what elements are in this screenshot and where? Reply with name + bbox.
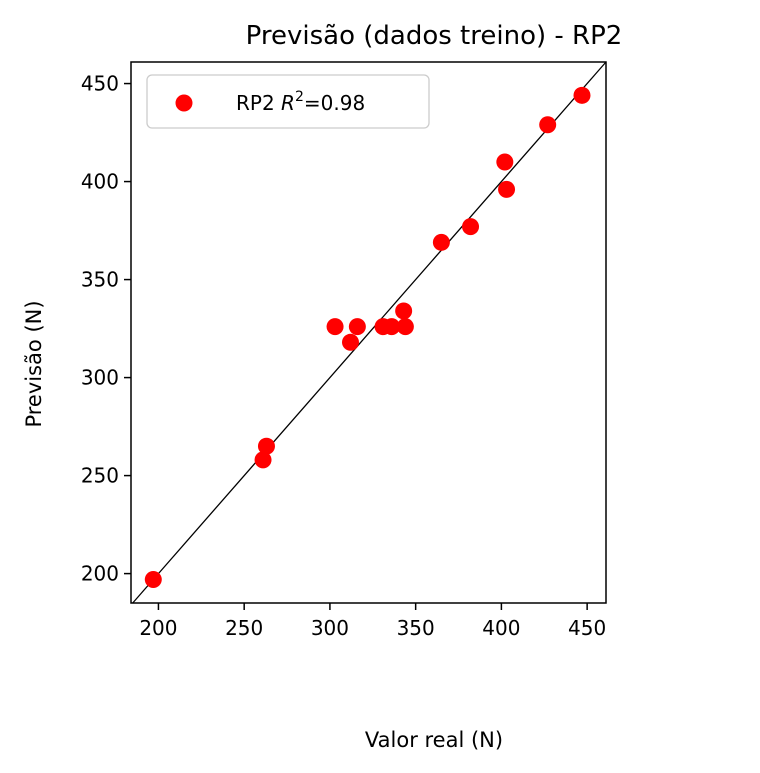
x-tick-label: 350: [397, 616, 435, 640]
x-tick-label: 450: [568, 616, 606, 640]
data-point: [144, 570, 162, 588]
data-point: [341, 333, 359, 351]
legend-r: R: [281, 91, 295, 115]
data-point: [573, 86, 591, 104]
plot-area: [130, 61, 607, 604]
data-point: [496, 153, 514, 171]
data-point: [257, 437, 275, 455]
legend-label: RP2 R2=0.98: [236, 89, 365, 115]
x-tick-label: 300: [311, 616, 349, 640]
data-point: [348, 318, 366, 336]
plot-frame: [130, 61, 607, 604]
y-tick-label: 300: [81, 366, 119, 390]
data-point: [383, 318, 401, 336]
x-axis: 200 250 300 350 400 450: [139, 603, 606, 640]
y-axis-label: Previsão (N): [22, 300, 46, 427]
legend-series-name: RP2: [236, 91, 275, 115]
data-point: [326, 318, 344, 336]
x-tick-label: 400: [482, 616, 520, 640]
data-point: [539, 116, 557, 134]
y-tick-label: 250: [81, 464, 119, 488]
data-point: [498, 180, 516, 198]
y-tick-label: 350: [81, 268, 119, 292]
x-tick-label: 250: [225, 616, 263, 640]
chart-title: Previsão (dados treino) - RP2: [246, 21, 623, 51]
data-point: [462, 218, 480, 236]
legend-marker: [175, 94, 193, 112]
legend-box: [146, 74, 430, 129]
legend: RP2 R2=0.98: [146, 74, 430, 129]
data-point: [396, 318, 414, 336]
legend-superscript: 2: [295, 89, 304, 105]
data-points: [144, 86, 591, 588]
y-tick-label: 200: [81, 562, 119, 586]
y-tick-label: 450: [81, 72, 119, 96]
x-axis-label: Valor real (N): [365, 728, 503, 752]
y-tick-label: 400: [81, 170, 119, 194]
data-point: [432, 233, 450, 251]
y-axis: 200 250 300 350 400 450: [81, 72, 131, 586]
legend-r2-value: =0.98: [304, 91, 365, 115]
data-point: [395, 302, 413, 320]
x-tick-label: 200: [139, 616, 177, 640]
data-point: [254, 451, 272, 469]
identity-reference-line: [132, 61, 607, 604]
